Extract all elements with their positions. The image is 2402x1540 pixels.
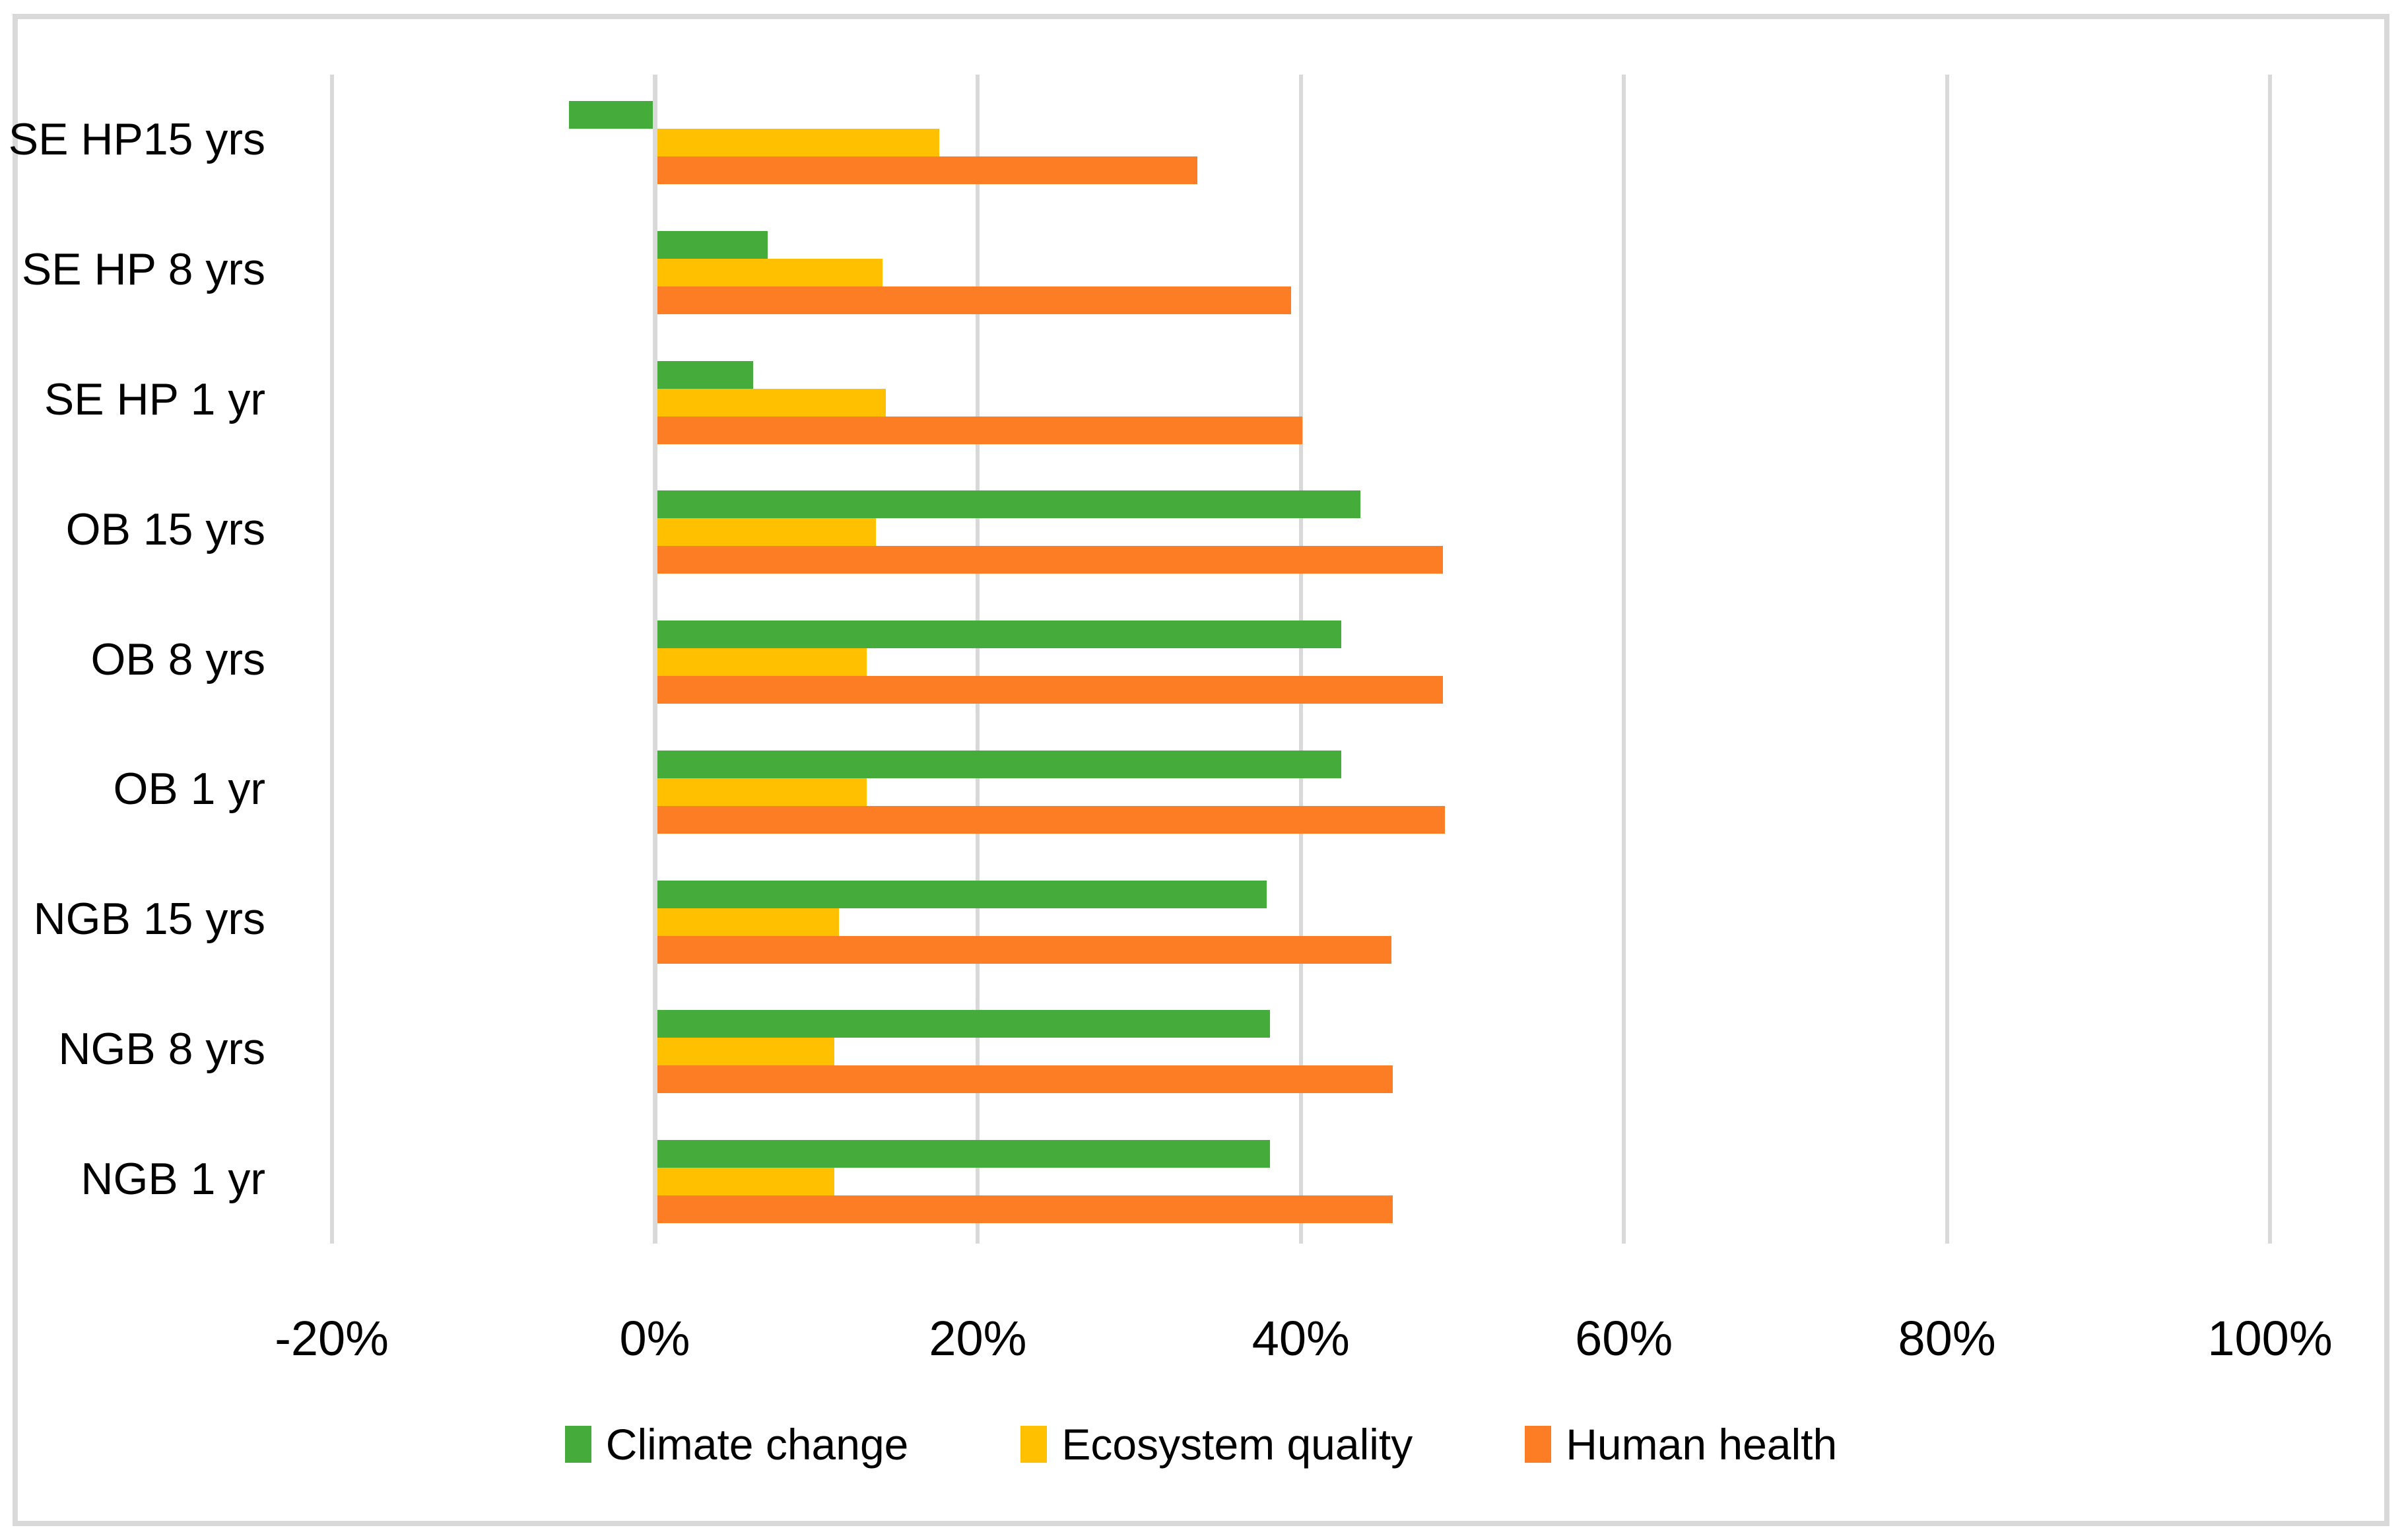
y-category-label: OB 1 yr	[113, 764, 266, 815]
y-category-label: OB 8 yrs	[90, 634, 266, 685]
legend-label: Ecosystem quality	[1061, 1420, 1413, 1469]
bar-ecosystem-quality	[655, 258, 883, 286]
y-category-label: NGB 1 yr	[81, 1153, 265, 1204]
y-category-label: SE HP 8 yrs	[21, 244, 265, 295]
bar-ecosystem-quality	[655, 778, 867, 806]
legend-item-ecosystem-quality: Ecosystem quality	[1020, 1419, 1413, 1469]
bar-climate-change	[655, 360, 754, 389]
bar-ecosystem-quality	[655, 518, 877, 547]
bar-ecosystem-quality	[655, 1168, 834, 1196]
y-category-label: NGB 8 yrs	[58, 1023, 265, 1074]
bar-ecosystem-quality	[655, 648, 867, 677]
y-category-label: OB 15 yrs	[65, 504, 265, 554]
bar-ecosystem-quality	[655, 1038, 834, 1066]
legend-label: Climate change	[605, 1420, 909, 1469]
bar-climate-change	[655, 620, 1341, 649]
bar-human-health	[655, 1065, 1393, 1094]
x-tick-label: 0%	[619, 1311, 690, 1366]
x-tick-label: 60%	[1575, 1311, 1673, 1366]
x-tick-label: 40%	[1251, 1311, 1350, 1366]
x-tick-label: -20%	[275, 1311, 389, 1366]
y-category-label: NGB 15 yrs	[33, 894, 265, 945]
x-tick-label: 80%	[1898, 1311, 1996, 1366]
bar-climate-change	[655, 230, 768, 259]
bar-human-health	[655, 416, 1303, 444]
human-health-swatch-icon	[1525, 1426, 1552, 1463]
legend-label: Human health	[1566, 1420, 1838, 1469]
bar-human-health	[655, 286, 1292, 314]
x-gridline	[329, 75, 334, 1244]
climate-change-swatch-icon	[564, 1426, 591, 1463]
bar-human-health	[655, 935, 1391, 964]
x-gridline	[1622, 75, 1626, 1244]
bar-human-health	[655, 546, 1444, 574]
x-tick-label: 20%	[929, 1311, 1027, 1366]
bar-human-health	[655, 805, 1445, 834]
ecosystem-quality-swatch-icon	[1020, 1426, 1048, 1463]
bar-climate-change	[655, 1140, 1271, 1168]
bar-human-health	[655, 1195, 1393, 1224]
x-axis-zero-line	[653, 75, 657, 1244]
bar-climate-change	[655, 880, 1267, 908]
x-gridline	[2268, 75, 2272, 1244]
y-category-label: SE HP15 yrs	[8, 114, 265, 165]
bar-ecosystem-quality	[655, 908, 839, 936]
x-gridline	[976, 75, 980, 1244]
legend: Climate change Ecosystem quality Human h…	[0, 1419, 2402, 1469]
x-tick-label: 100%	[2207, 1311, 2333, 1366]
bar-climate-change	[655, 1010, 1271, 1038]
bar-human-health	[655, 156, 1198, 184]
bar-human-health	[655, 676, 1444, 704]
bar-climate-change	[655, 750, 1341, 778]
y-category-label: SE HP 1 yr	[44, 374, 265, 424]
bar-climate-change	[569, 101, 655, 129]
bar-climate-change	[655, 490, 1361, 519]
bar-ecosystem-quality	[655, 129, 939, 156]
x-gridline	[1945, 75, 1949, 1244]
legend-item-human-health: Human health	[1525, 1419, 1837, 1469]
bar-ecosystem-quality	[655, 388, 886, 417]
legend-item-climate-change: Climate change	[564, 1419, 909, 1469]
x-gridline	[1298, 75, 1303, 1244]
